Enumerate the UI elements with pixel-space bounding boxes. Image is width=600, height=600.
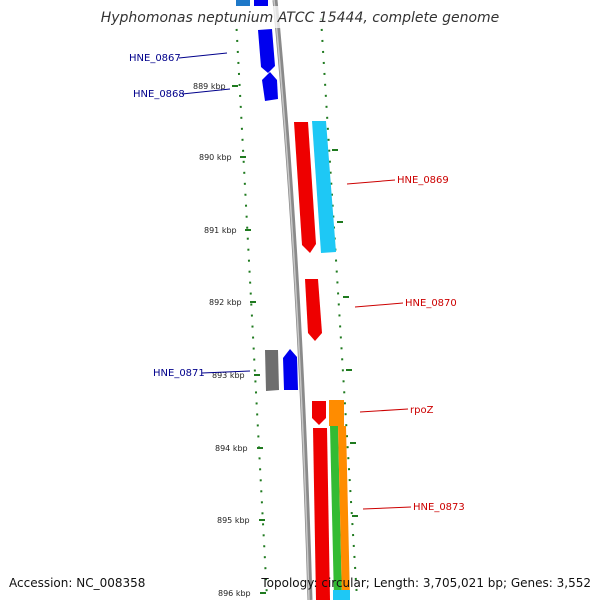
map-title: Hyphomonas neptunium ATCC 15444, complet… <box>101 10 500 26</box>
gene-arrow[interactable] <box>283 349 298 390</box>
genome-backbone <box>272 0 313 600</box>
leader-line <box>346 179 396 185</box>
title-backdrop <box>96 6 506 28</box>
gene-label[interactable]: HNE_0870 <box>405 298 457 309</box>
gene-arrow[interactable] <box>313 428 330 600</box>
leader-line <box>359 408 409 413</box>
gene-arrow[interactable] <box>294 122 316 253</box>
gene-arrow[interactable] <box>312 121 336 253</box>
accession-text: Accession: NC_008358 <box>9 576 145 590</box>
gene-arrow[interactable] <box>329 400 344 426</box>
gene-arrow[interactable] <box>262 72 278 101</box>
gene-arrow[interactable] <box>254 0 268 6</box>
tick-label: 891 kbp <box>204 226 237 235</box>
gene-label[interactable]: rpoZ <box>410 405 434 416</box>
gene-arrow[interactable] <box>312 401 326 425</box>
tick-marks <box>232 85 358 594</box>
tick-label: 890 kbp <box>199 153 232 162</box>
gene-arrow[interactable] <box>333 590 350 600</box>
gene-arrow[interactable] <box>338 426 350 600</box>
gene-label[interactable]: HNE_0873 <box>413 502 465 513</box>
backbone-highlight <box>273 0 310 600</box>
gene-label[interactable]: HNE_0868 <box>133 89 185 100</box>
leader-line <box>181 88 231 95</box>
tick-label: 889 kbp <box>193 82 226 91</box>
inner-tick-ring <box>235 17 268 599</box>
tick-label: 892 kbp <box>209 298 242 307</box>
gene-label[interactable]: HNE_0869 <box>397 175 449 186</box>
tick-labels: 889 kbp 890 kbp 891 kbp 892 kbp 893 kbp … <box>193 82 251 598</box>
tick-label: 896 kbp <box>218 589 251 598</box>
gene-arrow[interactable] <box>265 350 279 391</box>
leader-line <box>201 370 251 374</box>
gene-label[interactable]: HNE_0871 <box>153 368 205 379</box>
gene-labels: HNE_0867 HNE_0868 HNE_0869 HNE_0870 HNE_… <box>129 53 465 513</box>
tick-label: 895 kbp <box>217 516 250 525</box>
gene-label[interactable]: HNE_0867 <box>129 53 181 64</box>
leader-line <box>178 52 228 59</box>
minus-strand-genes <box>236 0 298 391</box>
label-leaders <box>178 52 412 510</box>
gene-arrow[interactable] <box>258 29 275 73</box>
tick-label: 894 kbp <box>215 444 248 453</box>
outer-tick-ring <box>320 17 358 599</box>
leader-line <box>362 506 412 510</box>
leader-line <box>354 302 404 308</box>
topology-text: Topology: circular; Length: 3,705,021 bp… <box>260 576 591 590</box>
plus-strand-genes <box>294 121 350 600</box>
gene-arrow[interactable] <box>236 0 250 6</box>
tick-label: 893 kbp <box>212 371 245 380</box>
gene-arrow[interactable] <box>305 279 322 341</box>
